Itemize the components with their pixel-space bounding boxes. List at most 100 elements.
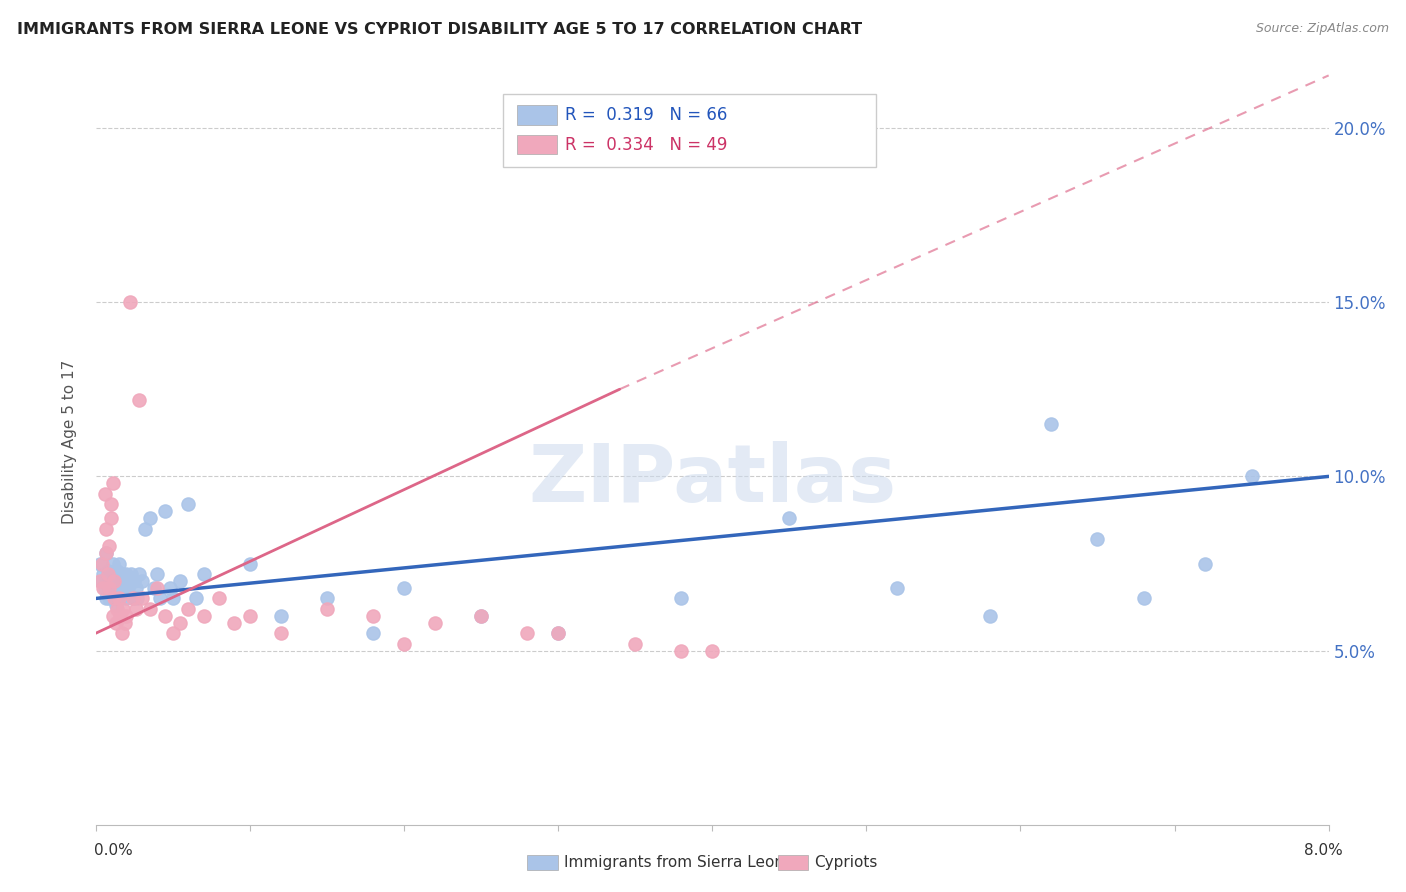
Point <box>100 581 122 595</box>
Point <box>162 591 184 606</box>
Point <box>177 497 200 511</box>
Point <box>105 564 128 578</box>
Point <box>169 615 191 630</box>
Point <box>270 626 292 640</box>
Point <box>97 564 120 578</box>
Point <box>624 637 647 651</box>
Point <box>547 626 569 640</box>
Point <box>112 581 135 595</box>
Point <box>193 567 215 582</box>
Point <box>110 591 132 606</box>
Point <box>361 626 384 640</box>
Point <box>98 581 121 595</box>
Point <box>470 608 492 623</box>
Point <box>146 567 169 582</box>
Point <box>177 602 200 616</box>
Point <box>105 591 128 606</box>
Point <box>98 567 121 582</box>
Point <box>97 567 120 582</box>
Point <box>702 644 724 658</box>
Point <box>392 581 415 595</box>
Point <box>96 546 118 560</box>
Point <box>315 591 337 606</box>
Point <box>224 615 246 630</box>
Point <box>94 581 117 595</box>
Point <box>138 602 160 616</box>
Point <box>470 608 492 623</box>
Point <box>100 511 122 525</box>
Point <box>91 581 114 595</box>
Point <box>169 574 191 588</box>
Text: IMMIGRANTS FROM SIERRA LEONE VS CYPRIOT DISABILITY AGE 5 TO 17 CORRELATION CHART: IMMIGRANTS FROM SIERRA LEONE VS CYPRIOT … <box>17 22 862 37</box>
Text: 8.0%: 8.0% <box>1303 843 1343 857</box>
Point <box>112 602 135 616</box>
Point <box>134 522 156 536</box>
Point <box>117 581 139 595</box>
Point <box>886 581 908 595</box>
Y-axis label: Disability Age 5 to 17: Disability Age 5 to 17 <box>62 359 77 524</box>
Point <box>91 567 114 582</box>
Point <box>143 581 166 595</box>
Point <box>423 615 446 630</box>
Point <box>671 644 693 658</box>
Point <box>110 608 132 623</box>
Point <box>115 591 138 606</box>
Point <box>103 591 125 606</box>
Point <box>111 626 134 640</box>
Text: R =  0.319   N = 66: R = 0.319 N = 66 <box>565 106 727 124</box>
Point <box>103 581 125 595</box>
Point <box>125 581 148 595</box>
Point <box>96 546 118 560</box>
Point <box>131 591 153 606</box>
Text: Source: ZipAtlas.com: Source: ZipAtlas.com <box>1256 22 1389 36</box>
Point <box>121 591 143 606</box>
Point <box>89 557 111 571</box>
Point <box>101 557 124 571</box>
Point <box>89 574 111 588</box>
Point <box>778 511 800 525</box>
Point <box>128 567 150 582</box>
Point <box>114 615 136 630</box>
Point <box>118 295 141 310</box>
Point <box>122 574 145 588</box>
Point <box>121 591 143 606</box>
Point <box>104 615 127 630</box>
Point <box>90 574 112 588</box>
Point <box>115 608 138 623</box>
Point <box>98 591 121 606</box>
Point <box>184 591 207 606</box>
Point <box>1132 591 1154 606</box>
Point <box>94 487 117 501</box>
Point <box>153 504 176 518</box>
Point <box>98 539 121 553</box>
Point <box>107 581 129 595</box>
Point <box>90 557 112 571</box>
Point <box>118 574 141 588</box>
Point <box>516 626 538 640</box>
Point <box>103 567 125 582</box>
Point <box>111 567 134 582</box>
Point <box>193 608 215 623</box>
Point <box>107 591 129 606</box>
Point <box>149 591 172 606</box>
Point <box>120 567 142 582</box>
Point <box>1240 469 1263 483</box>
Point <box>128 392 150 407</box>
Point <box>101 476 124 491</box>
Point <box>146 581 169 595</box>
Text: ZIPatlas: ZIPatlas <box>529 441 896 519</box>
Point <box>239 608 262 623</box>
Point <box>138 511 160 525</box>
Point <box>392 637 415 651</box>
Point <box>107 557 129 571</box>
Text: Cypriots: Cypriots <box>814 855 877 870</box>
Point <box>1194 557 1216 571</box>
Point <box>103 574 125 588</box>
Point <box>1087 532 1109 546</box>
Point <box>115 567 138 582</box>
Point <box>159 581 181 595</box>
Point <box>153 608 176 623</box>
Point <box>96 591 118 606</box>
Point <box>979 608 1001 623</box>
Point <box>101 608 124 623</box>
